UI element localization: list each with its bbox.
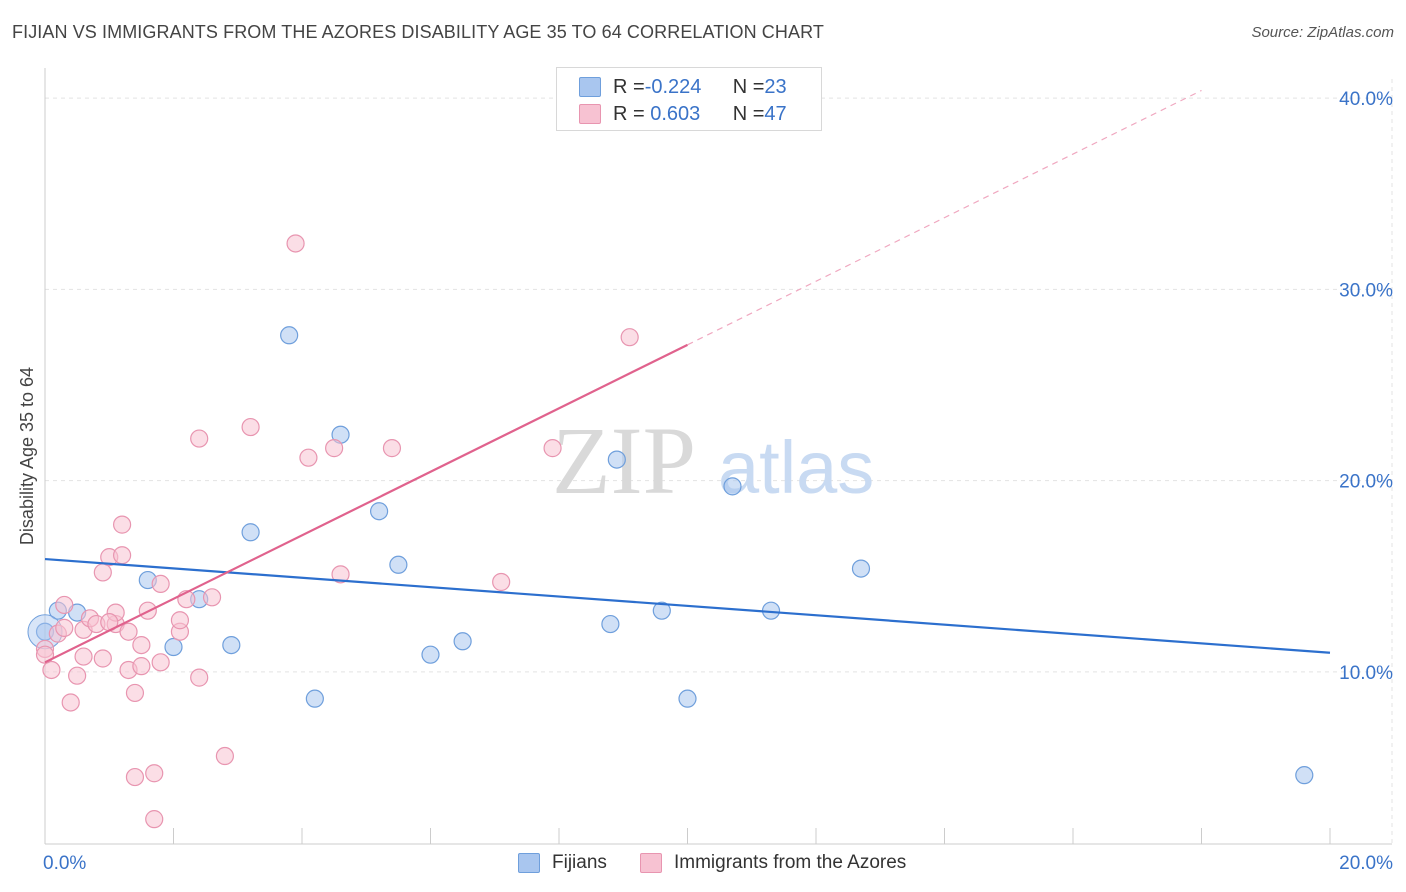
azores-point bbox=[112, 515, 132, 534]
fijians-point bbox=[851, 559, 871, 578]
axes bbox=[44, 68, 1392, 845]
fijians-point bbox=[280, 326, 299, 345]
azores-point bbox=[112, 546, 132, 565]
legend-n-label: N = bbox=[732, 102, 765, 125]
fijians-point bbox=[652, 601, 671, 620]
azores-trend-line bbox=[44, 343, 688, 664]
azores-point bbox=[125, 683, 145, 703]
correlation-legend: R = -0.224 N = 23 R = 0.603 N = 47 bbox=[556, 67, 822, 131]
y-tick-label: 40.0% bbox=[1339, 89, 1393, 110]
fijians-point bbox=[678, 689, 697, 708]
series-legend-fijians: Fijians bbox=[518, 852, 607, 874]
azores-point bbox=[125, 767, 145, 787]
azores-point bbox=[492, 572, 511, 592]
legend-swatch-blue bbox=[579, 77, 601, 97]
legend-r-value: -0.224 bbox=[644, 75, 702, 98]
azores-point bbox=[145, 764, 164, 783]
tick-labels: 10.0% 20.0% 30.0% 40.0% 0.0% 20.0% bbox=[43, 89, 1393, 874]
azores-swatch bbox=[640, 853, 662, 873]
legend-row-fijians: R = -0.224 N = 23 bbox=[579, 75, 787, 99]
azores-legend-label: Immigrants from the Azores bbox=[674, 852, 907, 873]
fijians-trend-line bbox=[44, 557, 1331, 654]
y-axis-label: Disability Age 35 to 64 bbox=[17, 367, 37, 545]
fijians-point bbox=[222, 635, 241, 655]
trend-lines bbox=[44, 89, 1331, 664]
azores-point bbox=[74, 647, 93, 666]
azores-point bbox=[132, 635, 151, 655]
gridlines bbox=[45, 79, 1393, 844]
legend-n-label: N = bbox=[732, 75, 765, 98]
azores-point bbox=[202, 588, 222, 607]
azores-point bbox=[170, 611, 190, 630]
azores-point bbox=[190, 429, 209, 448]
fijians-points bbox=[27, 326, 1314, 785]
azores-point bbox=[543, 439, 562, 458]
fijians-legend-label: Fijians bbox=[552, 852, 607, 873]
azores-point bbox=[55, 618, 74, 637]
azores-point bbox=[151, 574, 170, 594]
azores-point bbox=[215, 746, 234, 766]
fijians-point bbox=[305, 689, 324, 708]
legend-swatch-pink bbox=[579, 104, 601, 124]
fijians-point bbox=[389, 555, 408, 574]
azores-point bbox=[68, 666, 87, 685]
azores-point bbox=[35, 645, 55, 664]
fijians-point bbox=[1295, 766, 1314, 785]
azores-point bbox=[132, 657, 151, 676]
azores-point bbox=[620, 328, 639, 347]
fijians-point bbox=[723, 477, 742, 496]
azores-point bbox=[299, 448, 318, 467]
legend-n-value: 47 bbox=[764, 102, 787, 125]
source-label: Source: ZipAtlas.com bbox=[1251, 24, 1394, 41]
azores-point bbox=[93, 649, 112, 668]
azores-point bbox=[93, 563, 112, 582]
azores-point bbox=[190, 668, 209, 687]
y-tick-label: 30.0% bbox=[1339, 280, 1393, 301]
azores-trend-extension bbox=[687, 89, 1202, 346]
fijians-point bbox=[607, 450, 626, 469]
azores-point bbox=[331, 565, 350, 584]
azores-point bbox=[42, 660, 61, 680]
azores-point bbox=[61, 693, 80, 712]
legend-r-label: R = bbox=[613, 102, 645, 125]
y-tick-label: 20.0% bbox=[1339, 472, 1393, 493]
azores-point bbox=[145, 810, 164, 829]
legend-r-value: 0.603 bbox=[644, 102, 701, 125]
fijians-point bbox=[370, 502, 389, 521]
fijians-swatch bbox=[518, 853, 540, 873]
azores-point bbox=[151, 653, 170, 672]
watermark: ZIP atlas bbox=[552, 407, 874, 514]
azores-point bbox=[286, 234, 305, 253]
fijians-point bbox=[453, 632, 472, 651]
fijians-point bbox=[601, 614, 620, 634]
watermark-atlas: atlas bbox=[718, 426, 874, 509]
fijians-point bbox=[241, 523, 260, 542]
azores-point bbox=[119, 622, 138, 641]
azores-point bbox=[382, 439, 402, 458]
fijians-point bbox=[164, 637, 183, 657]
fijians-point bbox=[421, 645, 440, 664]
azores-point bbox=[55, 595, 74, 615]
legend-n-value: 23 bbox=[764, 75, 787, 98]
azores-points bbox=[35, 234, 639, 829]
azores-point bbox=[325, 439, 344, 458]
legend-row-azores: R = 0.603 N = 47 bbox=[579, 102, 787, 126]
x-tick-label: 20.0% bbox=[1339, 853, 1393, 874]
series-legend-azores: Immigrants from the Azores bbox=[640, 852, 906, 874]
y-tick-label: 10.0% bbox=[1339, 663, 1393, 684]
x-tick-label: 0.0% bbox=[43, 853, 86, 874]
azores-point bbox=[241, 417, 260, 437]
chart-title: FIJIAN VS IMMIGRANTS FROM THE AZORES DIS… bbox=[12, 22, 824, 42]
legend-r-label: R = bbox=[613, 75, 645, 98]
